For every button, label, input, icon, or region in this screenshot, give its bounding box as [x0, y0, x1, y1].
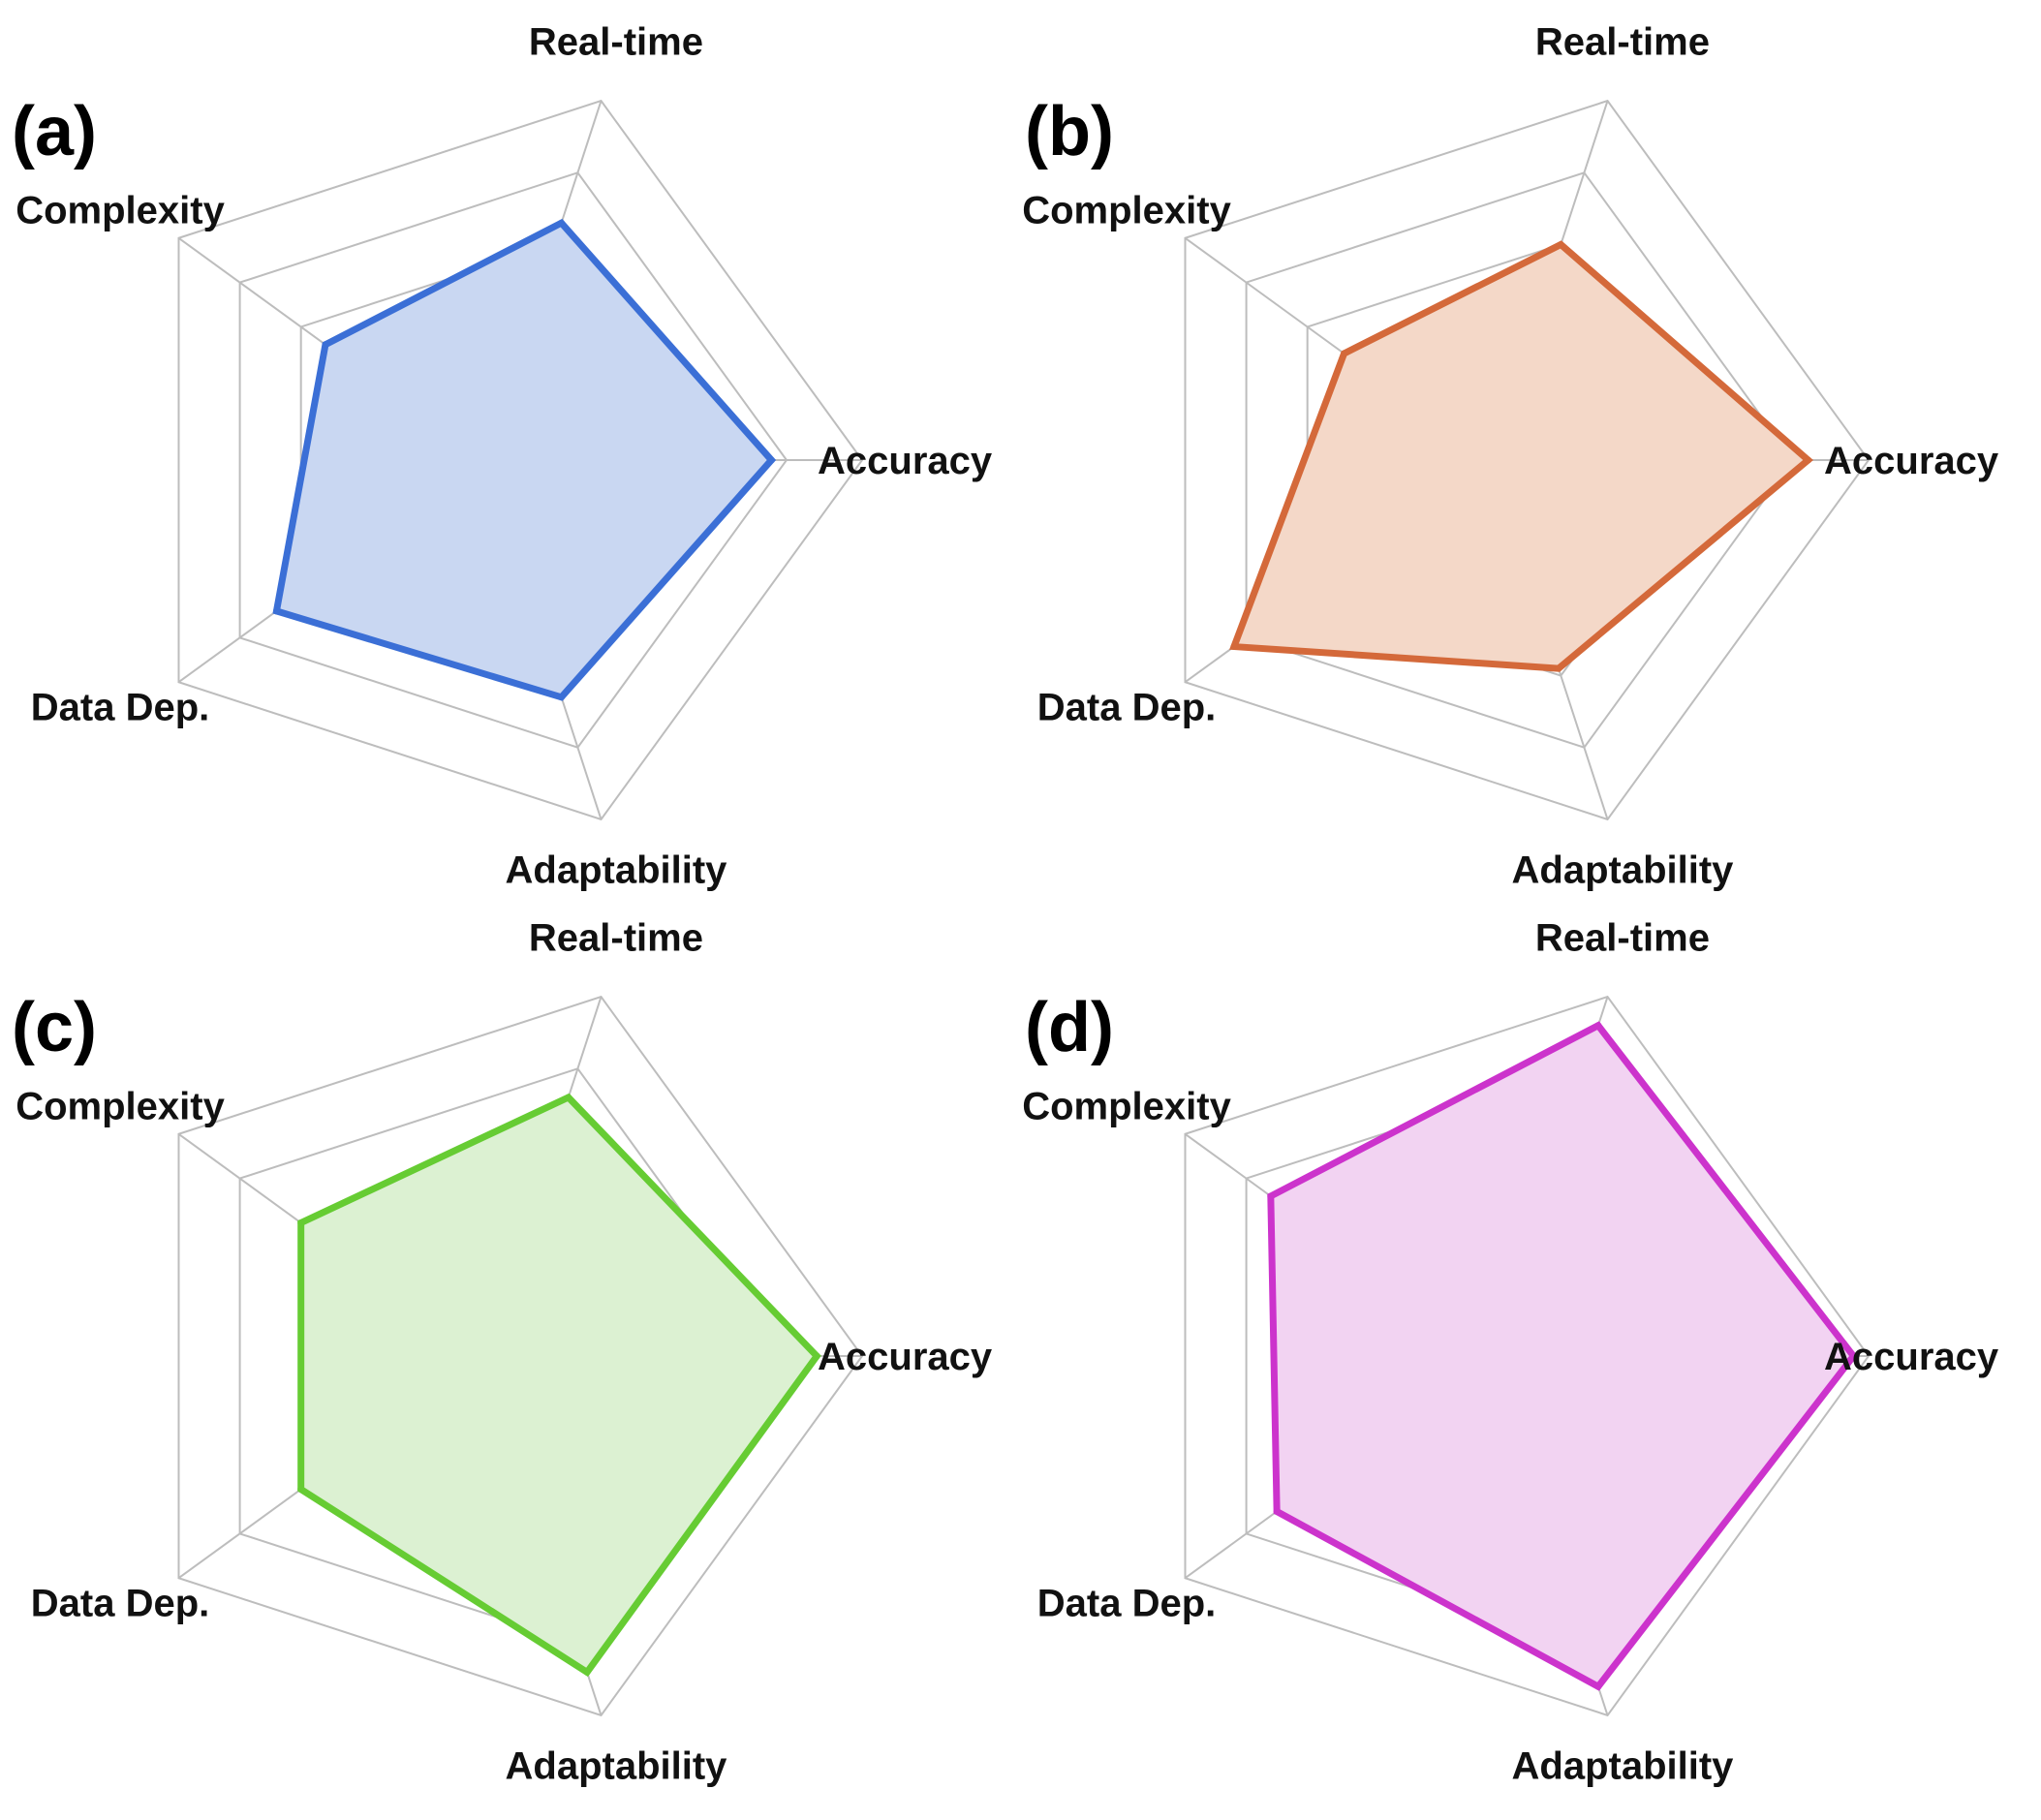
- data-point-accuracy: [1805, 456, 1812, 464]
- grid-ring-5: [177, 995, 864, 1717]
- data-point-accuracy: [813, 1352, 820, 1360]
- data-point-real-time: [1594, 1022, 1602, 1030]
- grid-ring-4: [238, 171, 789, 749]
- data-point-adaptability: [558, 694, 566, 701]
- data-point-adaptability: [583, 1668, 591, 1676]
- axis-label-adaptability: Adaptability: [1512, 848, 1735, 891]
- grid-ring-5: [177, 99, 864, 821]
- axis-label-adaptability: Adaptability: [1512, 1744, 1735, 1787]
- data-point-data-dep: [1230, 643, 1238, 651]
- axis-label-real-time: Real-time: [1535, 21, 1710, 64]
- axis-label-real-time: Real-time: [1535, 917, 1710, 960]
- axis-label-accuracy: Accuracy: [818, 1336, 993, 1378]
- grid-ring-4: [1245, 171, 1795, 749]
- data-point-complexity: [297, 1218, 305, 1226]
- data-point-complexity: [1341, 350, 1348, 357]
- data-point-adaptability: [1555, 664, 1562, 672]
- grid-ring-5: [1184, 99, 1871, 821]
- axis-label-data-dep: Data Dep.: [1037, 687, 1217, 729]
- axis-label-complexity: Complexity: [1022, 189, 1231, 231]
- data-point-real-time: [565, 1094, 572, 1101]
- data-point-data-dep: [272, 607, 280, 615]
- axis-label-accuracy: Accuracy: [818, 440, 993, 482]
- data-point-complexity: [322, 341, 329, 349]
- panel-letter: (c): [12, 989, 97, 1066]
- axis-label-complexity: Complexity: [15, 189, 225, 231]
- radar-panel-b: Accuracy Real-time Complexity Data Dep. Adap…: [1022, 21, 1999, 892]
- panel-letter: (d): [1025, 989, 1114, 1066]
- axis-label-data-dep: Data Dep.: [31, 687, 210, 729]
- radar-panel-c: Accuracy Real-time Complexity Data Dep. Adap…: [12, 917, 993, 1788]
- data-point-data-dep: [1273, 1507, 1281, 1515]
- data-point-real-time: [558, 219, 566, 227]
- data-point-accuracy: [767, 456, 775, 464]
- axis-label-complexity: Complexity: [1022, 1085, 1231, 1127]
- grid-ring-5: [1184, 995, 1871, 1717]
- data-polygon: [1229, 240, 1813, 672]
- data-point-accuracy: [1849, 1352, 1857, 1360]
- axis-label-accuracy: Accuracy: [1824, 1336, 1999, 1378]
- axis-label-data-dep: Data Dep.: [31, 1583, 210, 1625]
- data-point-data-dep: [297, 1486, 305, 1494]
- axis-label-real-time: Real-time: [529, 21, 703, 64]
- panel-letter: (b): [1025, 93, 1114, 170]
- data-point-complexity: [1267, 1192, 1275, 1200]
- data-point-real-time: [1557, 240, 1564, 248]
- axis-label-real-time: Real-time: [529, 917, 703, 960]
- data-point-adaptability: [1594, 1682, 1602, 1690]
- axis-label-data-dep: Data Dep.: [1037, 1583, 1217, 1625]
- data-polygon: [272, 218, 777, 701]
- axis-label-complexity: Complexity: [15, 1085, 225, 1127]
- axis-label-adaptability: Adaptability: [506, 848, 728, 891]
- panel-letter: (a): [12, 93, 97, 170]
- data-polygon: [1267, 1021, 1858, 1691]
- axis-label-adaptability: Adaptability: [506, 1744, 728, 1787]
- radar-panel-a: Accuracy Real-time Complexity Data Dep. Adap…: [12, 21, 993, 892]
- axis-label-accuracy: Accuracy: [1824, 440, 1999, 482]
- data-polygon: [297, 1093, 821, 1678]
- radar-panel-d: Accuracy Real-time Complexity Data Dep. Adap…: [1022, 917, 1999, 1788]
